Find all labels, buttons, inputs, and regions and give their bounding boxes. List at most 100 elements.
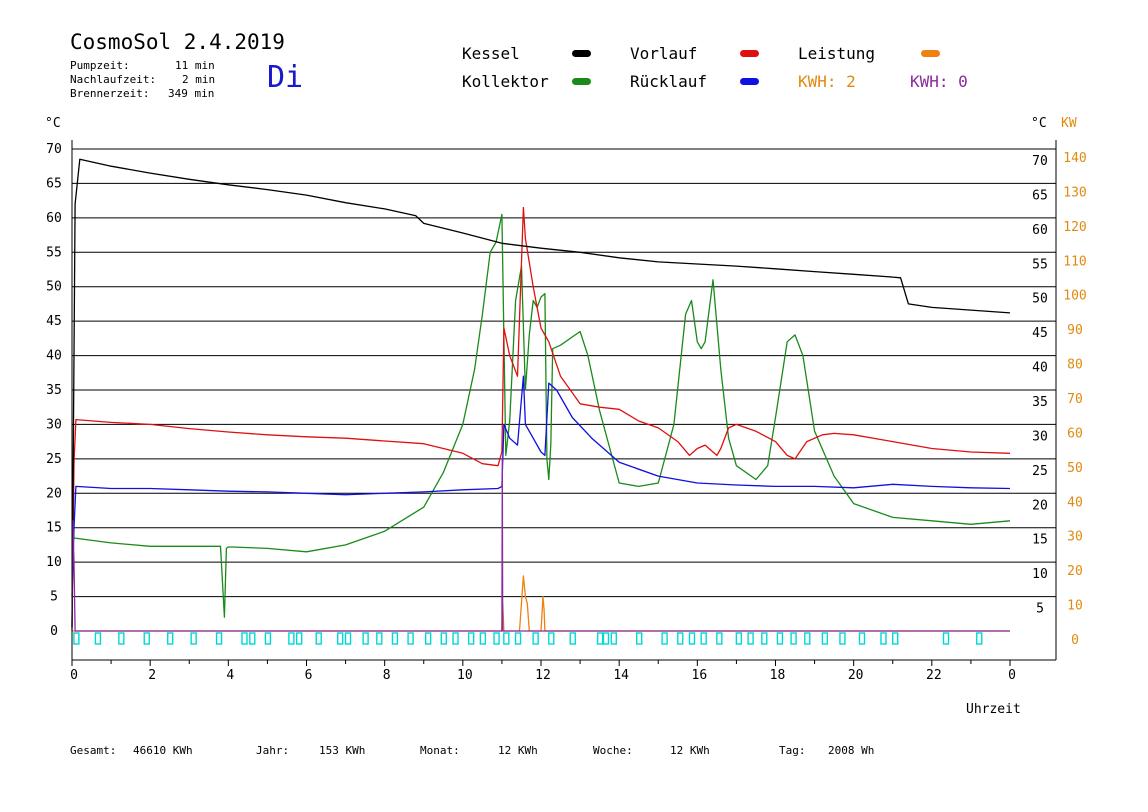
y-tick-label-right-kw: 110 — [1063, 254, 1086, 269]
y-tick-label-right-celsius: 25 — [1032, 464, 1048, 479]
y-tick-label-right-celsius: 15 — [1032, 533, 1048, 548]
y-tick-label-right-kw: 10 — [1067, 599, 1083, 614]
y-tick-label-right-kw: 20 — [1067, 564, 1083, 579]
y-tick-label-right-kw: 60 — [1067, 426, 1083, 441]
legend-ruecklauf-label: Rücklauf — [630, 72, 708, 91]
x-tick-label: 12 — [535, 668, 551, 683]
pump-marker — [942, 632, 950, 645]
pump-marker — [143, 632, 150, 645]
y-tick-label-left: 25 — [46, 452, 62, 467]
pump-marker — [804, 632, 811, 645]
pump-marker — [467, 632, 475, 645]
x-tick-label: 14 — [613, 668, 629, 683]
footer-tag-value: 2008 Wh — [828, 744, 875, 757]
legend-kwh-leistung: KWH: 2 — [798, 72, 856, 91]
pump-marker — [315, 632, 322, 645]
pump-marker — [548, 632, 555, 645]
legend-leistung-swatch — [921, 50, 940, 57]
y-tick-label-right-kw: 50 — [1067, 461, 1083, 476]
pump-markers — [73, 632, 983, 645]
y-tick-label-left: 15 — [46, 521, 62, 536]
x-tick-label: 22 — [926, 668, 942, 683]
x-tick-label: 0 — [70, 668, 78, 683]
y-tick-label-right-celsius: 55 — [1032, 257, 1048, 272]
series-kessel — [71, 158, 1011, 628]
pump-marker — [532, 632, 539, 645]
weekday-label: Di — [267, 60, 304, 95]
y-tick-label-right-celsius: 40 — [1032, 361, 1048, 376]
y-tick-label-right-celsius: 45 — [1032, 326, 1048, 341]
pump-marker — [452, 632, 459, 645]
y-tick-label-right-kw: 30 — [1067, 530, 1083, 545]
pump-marker — [677, 632, 684, 645]
x-tick-label: 18 — [770, 668, 786, 683]
legend-vorlauf-label: Vorlauf — [630, 44, 698, 63]
legend-kollektor-swatch — [572, 78, 591, 85]
y-tick-label-left: 5 — [50, 590, 58, 605]
pump-marker — [858, 632, 866, 645]
legend-vorlauf-swatch — [740, 50, 759, 57]
right-axis-unit-celsius: °C — [1031, 116, 1047, 131]
pump-marker — [514, 632, 522, 645]
legend-ruecklauf-swatch — [740, 78, 759, 85]
pump-marker — [976, 632, 983, 645]
info-pumpzeit-value: 11 min — [175, 59, 215, 72]
tick-labels: 0510152025303540455055606570510152025303… — [46, 142, 1087, 683]
y-tick-label-right-celsius: 70 — [1032, 154, 1048, 169]
y-tick-label-right-celsius: 50 — [1032, 292, 1048, 307]
pump-marker — [892, 632, 899, 645]
pump-marker — [249, 632, 256, 645]
footer-jahr-value: 153 KWh — [319, 744, 366, 757]
y-tick-label-left: 70 — [46, 142, 62, 157]
pump-marker — [880, 632, 887, 645]
pump-marker — [479, 632, 487, 645]
grid-lines — [72, 148, 1056, 598]
x-tick-label: 0 — [1008, 668, 1016, 683]
pump-marker — [493, 632, 500, 645]
info-brennerzeit-label: Brennerzeit: — [70, 87, 150, 100]
footer-jahr-label: Jahr: — [256, 744, 290, 757]
y-tick-label-right-kw: 100 — [1063, 289, 1086, 304]
footer-tag-label: Tag: — [779, 744, 806, 757]
pump-marker — [735, 632, 743, 645]
pump-marker — [362, 632, 369, 645]
y-tick-label-right-kw: 130 — [1063, 185, 1086, 200]
y-tick-label-left: 60 — [46, 211, 62, 226]
y-tick-label-right-kw: 120 — [1063, 220, 1086, 235]
y-tick-label-right-celsius: 5 — [1036, 602, 1044, 617]
pump-marker — [821, 632, 829, 645]
x-tick-label: 8 — [383, 668, 391, 683]
footer-woche-value: 12 KWh — [670, 744, 710, 757]
y-tick-label-right-kw: 0 — [1071, 633, 1079, 648]
x-tick-label: 10 — [457, 668, 473, 683]
pump-marker — [440, 632, 447, 645]
y-tick-label-left: 20 — [46, 486, 62, 501]
left-axis-unit: °C — [45, 116, 61, 131]
x-tick-label: 4 — [226, 668, 234, 683]
pump-marker — [661, 632, 668, 645]
pump-marker — [337, 632, 344, 645]
pump-marker — [295, 632, 303, 645]
pump-marker — [602, 632, 610, 645]
y-tick-label-left: 0 — [50, 624, 58, 639]
pump-marker — [503, 632, 510, 645]
pump-marker — [94, 632, 102, 645]
legend-kollektor-label: Kollektor — [462, 72, 549, 91]
y-tick-label-right-kw: 140 — [1063, 151, 1086, 166]
pump-marker — [344, 632, 352, 645]
y-tick-label-left: 30 — [46, 417, 62, 432]
pump-marker — [407, 632, 414, 645]
pump-marker — [716, 632, 723, 645]
y-tick-label-left: 45 — [46, 314, 62, 329]
y-tick-label-right-celsius: 65 — [1032, 188, 1048, 203]
y-tick-label-right-kw: 80 — [1067, 358, 1083, 373]
pump-marker — [596, 632, 604, 645]
pump-marker — [424, 632, 432, 645]
data-series — [71, 158, 1011, 632]
footer-monat-label: Monat: — [420, 744, 460, 757]
pump-marker — [190, 632, 197, 645]
x-tick-label: 6 — [305, 668, 313, 683]
pump-marker — [688, 632, 696, 645]
pump-marker — [636, 632, 643, 645]
y-tick-label-right-celsius: 35 — [1032, 395, 1048, 410]
